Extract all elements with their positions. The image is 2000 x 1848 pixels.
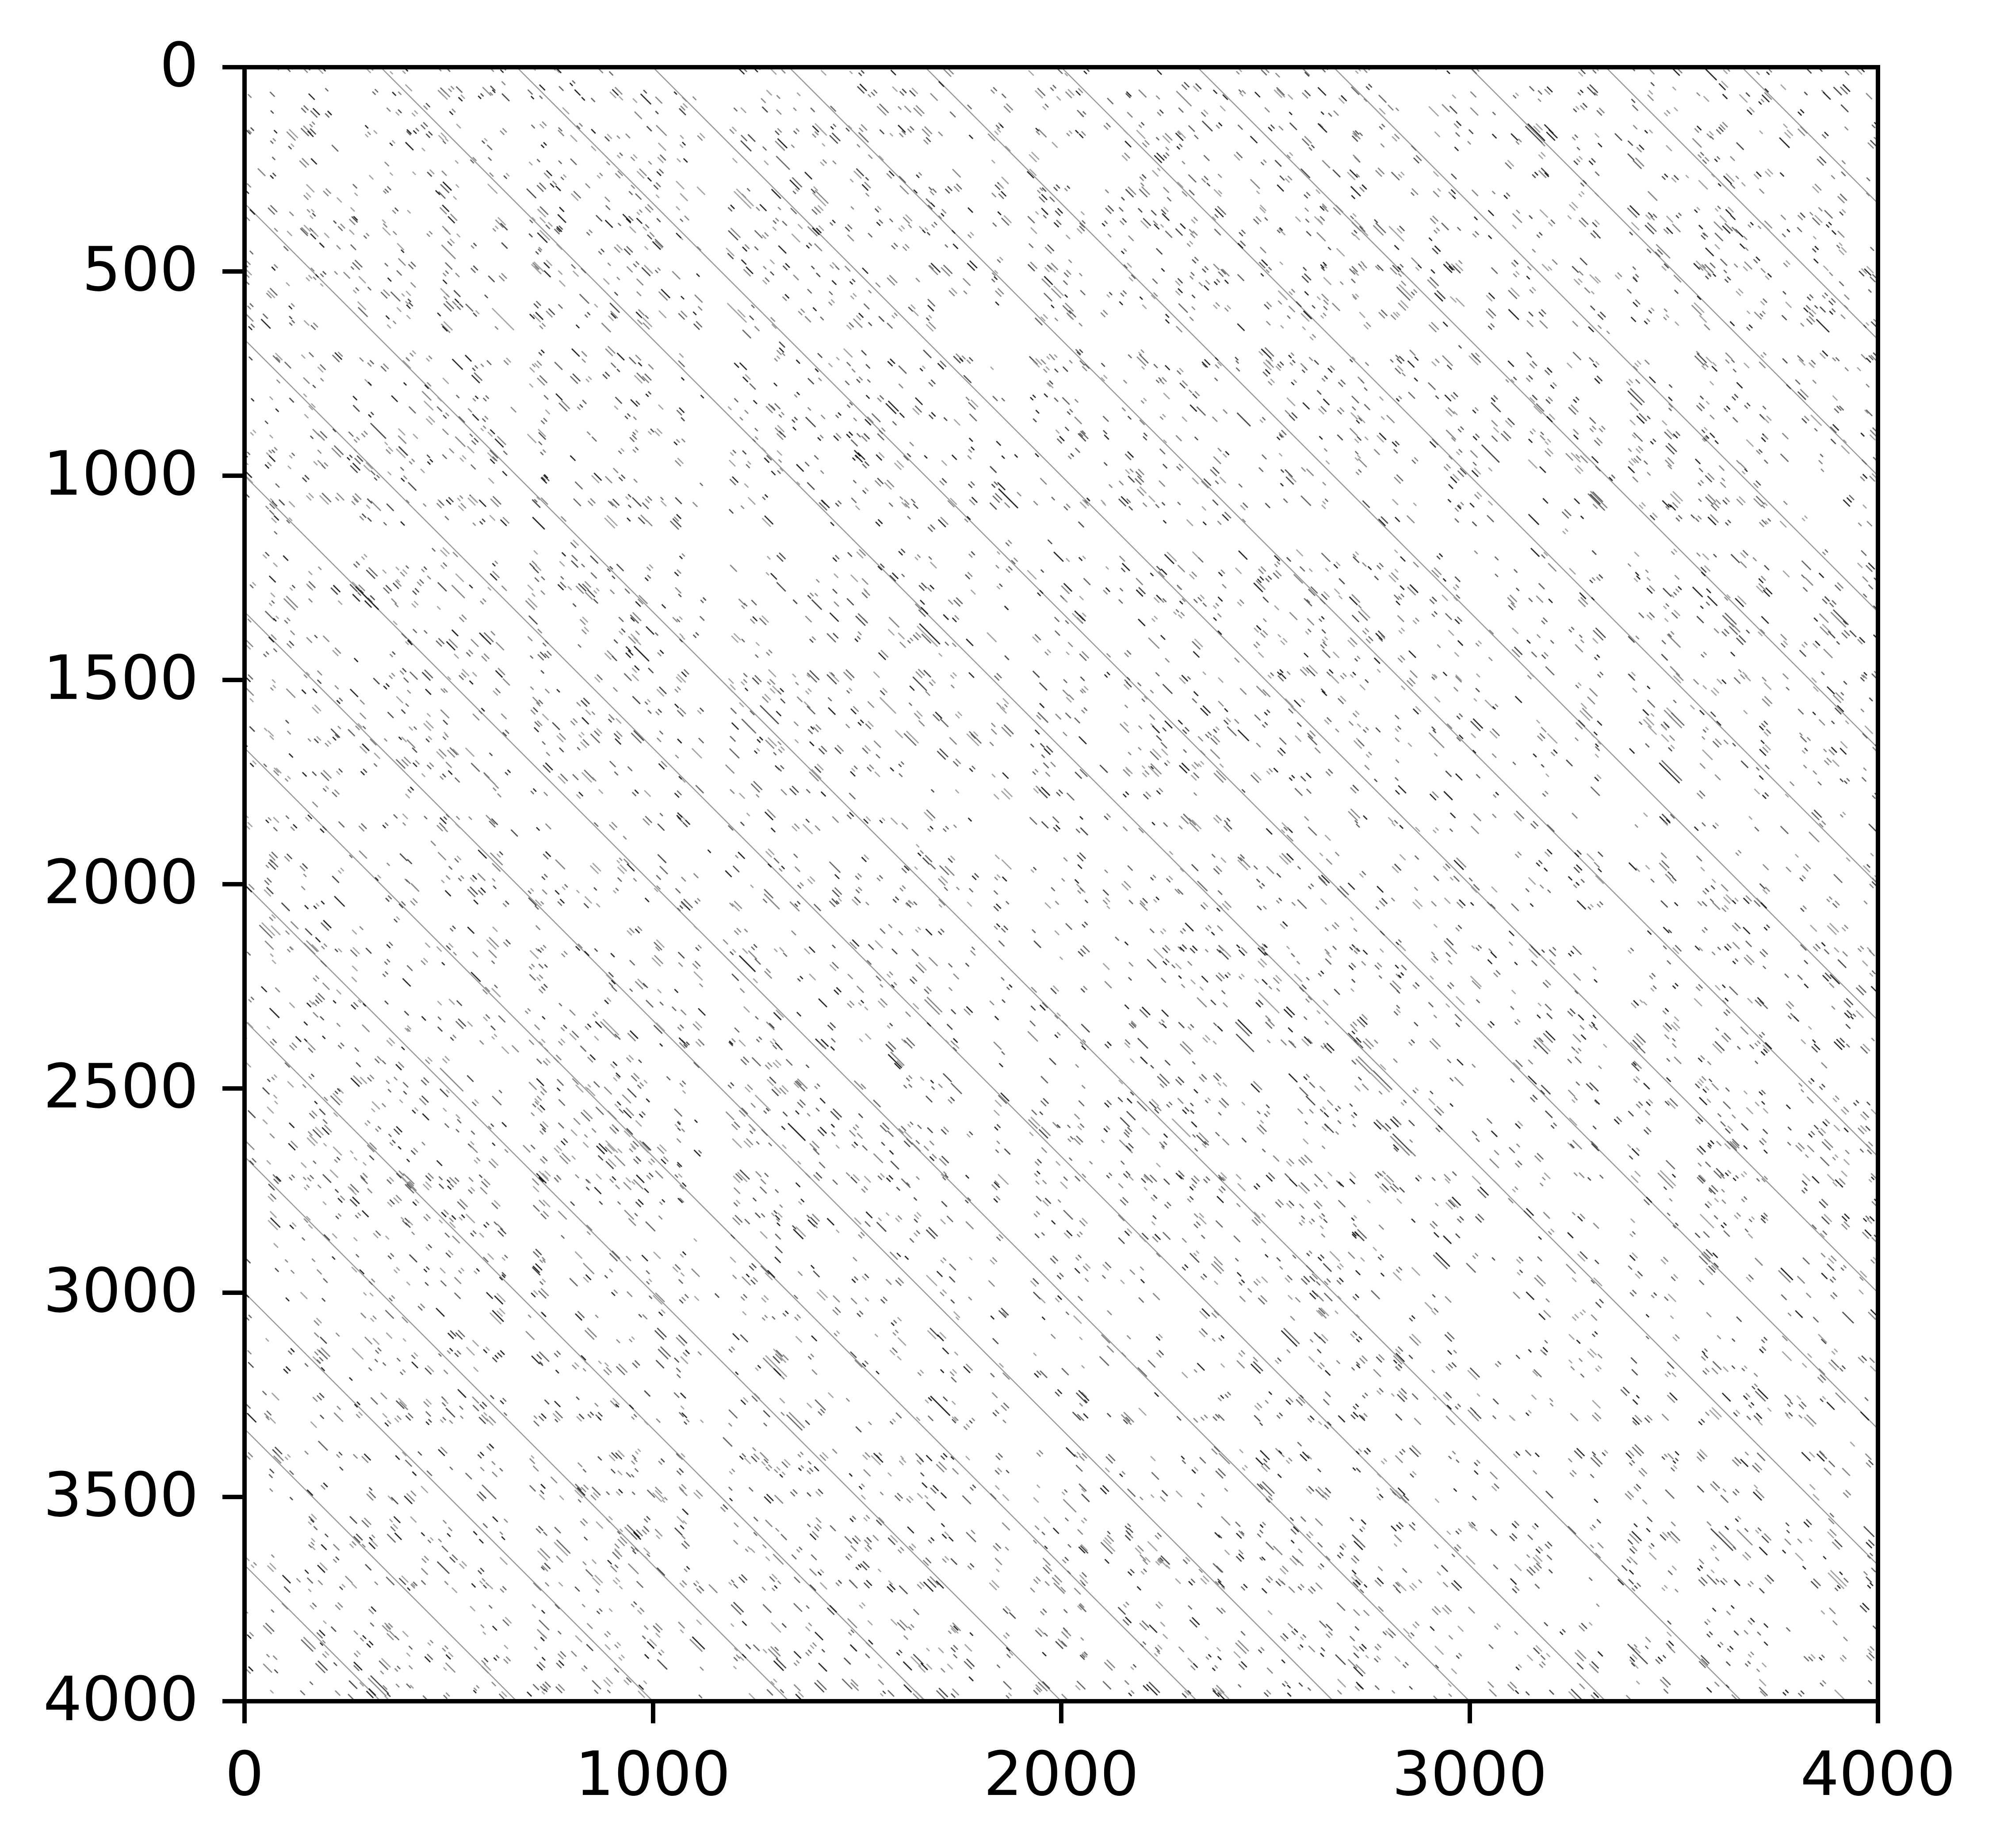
y-tick-label: 4000 (43, 1663, 199, 1735)
y-tick-label: 2000 (43, 846, 199, 918)
x-tick-label: 3000 (1392, 1738, 1548, 1810)
y-tick-mark (222, 65, 242, 69)
y-tick-label: 1000 (43, 438, 199, 509)
recurrence-plot-canvas (245, 67, 1878, 1701)
x-tick-mark (650, 1703, 655, 1723)
y-tick-label: 0 (160, 29, 199, 101)
y-tick-mark (222, 1495, 242, 1499)
y-tick-mark (222, 678, 242, 682)
x-tick-mark (1876, 1703, 1880, 1723)
y-tick-label: 3000 (43, 1255, 199, 1326)
x-tick-label: 2000 (983, 1738, 1139, 1810)
y-tick-mark (222, 1086, 242, 1091)
x-tick-label: 4000 (1800, 1738, 1956, 1810)
x-tick-label: 1000 (575, 1738, 731, 1810)
y-tick-mark (222, 1291, 242, 1295)
x-tick-mark (242, 1703, 247, 1723)
y-tick-mark (222, 473, 242, 478)
x-tick-label: 0 (225, 1738, 264, 1810)
x-tick-mark (1467, 1703, 1472, 1723)
y-tick-label: 3500 (43, 1459, 199, 1531)
y-tick-label: 2500 (43, 1050, 199, 1122)
y-tick-mark (222, 882, 242, 886)
x-tick-mark (1059, 1703, 1063, 1723)
y-tick-mark (222, 269, 242, 274)
y-tick-label: 1500 (43, 642, 199, 714)
y-tick-label: 500 (82, 233, 199, 305)
y-tick-mark (222, 1699, 242, 1703)
